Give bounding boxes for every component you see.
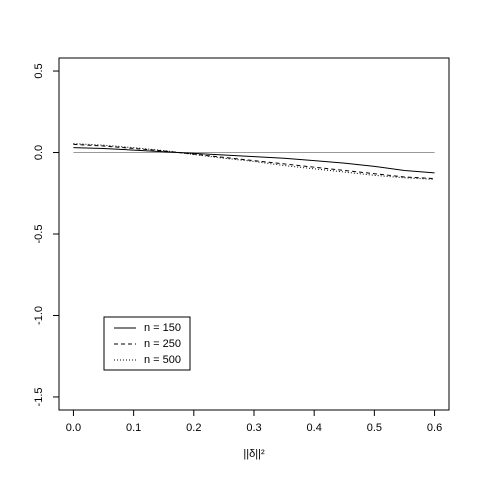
x-tick-label: 0.2	[186, 422, 201, 434]
legend-label: n = 250	[144, 338, 181, 350]
y-tick-label: 0.5	[33, 63, 45, 78]
x-axis-label: ||δ||²	[243, 448, 265, 460]
series-line	[73, 143, 435, 180]
x-tick-label: 0.4	[307, 422, 322, 434]
series-line	[73, 143, 435, 180]
x-tick-label: 0.1	[126, 422, 141, 434]
y-tick-label: -0.5	[33, 225, 45, 244]
series-line	[73, 147, 435, 174]
legend-label: n = 150	[144, 322, 181, 334]
legend-box	[103, 316, 191, 371]
x-tick-label: 0.6	[427, 422, 442, 434]
y-tick-label: -1.0	[33, 306, 45, 325]
legend-label: n = 500	[144, 354, 181, 366]
x-tick-label: 0.5	[367, 422, 382, 434]
x-tick-label: 0.3	[246, 422, 261, 434]
y-tick-label: 0.0	[33, 145, 45, 160]
x-tick-label: 0.0	[66, 422, 81, 434]
y-tick-label: -1.5	[33, 387, 45, 406]
